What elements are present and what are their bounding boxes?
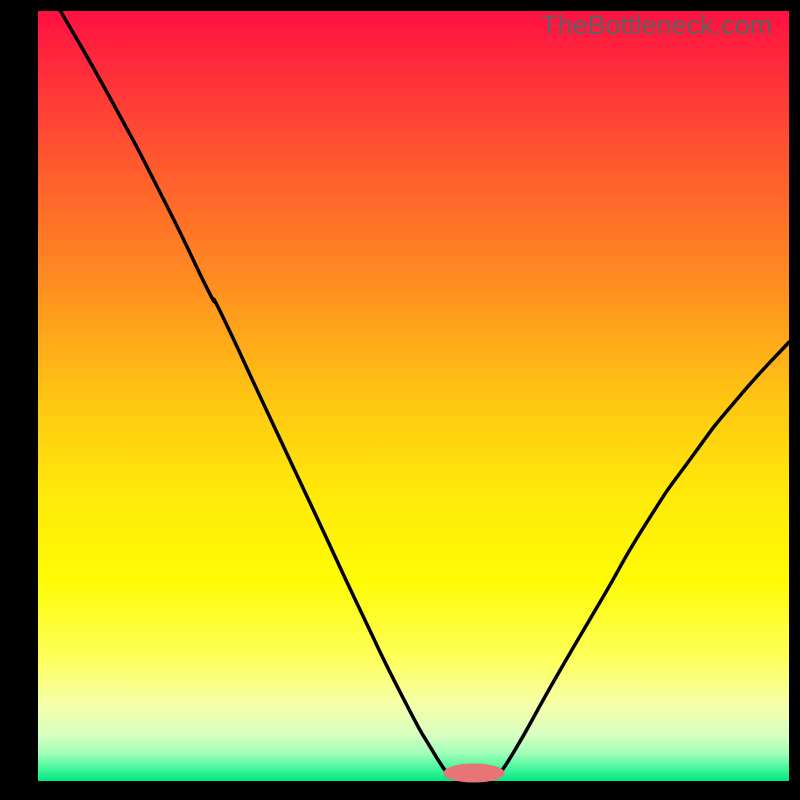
- watermark-text: TheBottleneck.com: [541, 12, 772, 39]
- bottleneck-curve: [38, 11, 789, 781]
- chart-frame: TheBottleneck.com: [0, 0, 800, 800]
- plot-area: [38, 11, 789, 781]
- bottleneck-marker: [442, 762, 506, 784]
